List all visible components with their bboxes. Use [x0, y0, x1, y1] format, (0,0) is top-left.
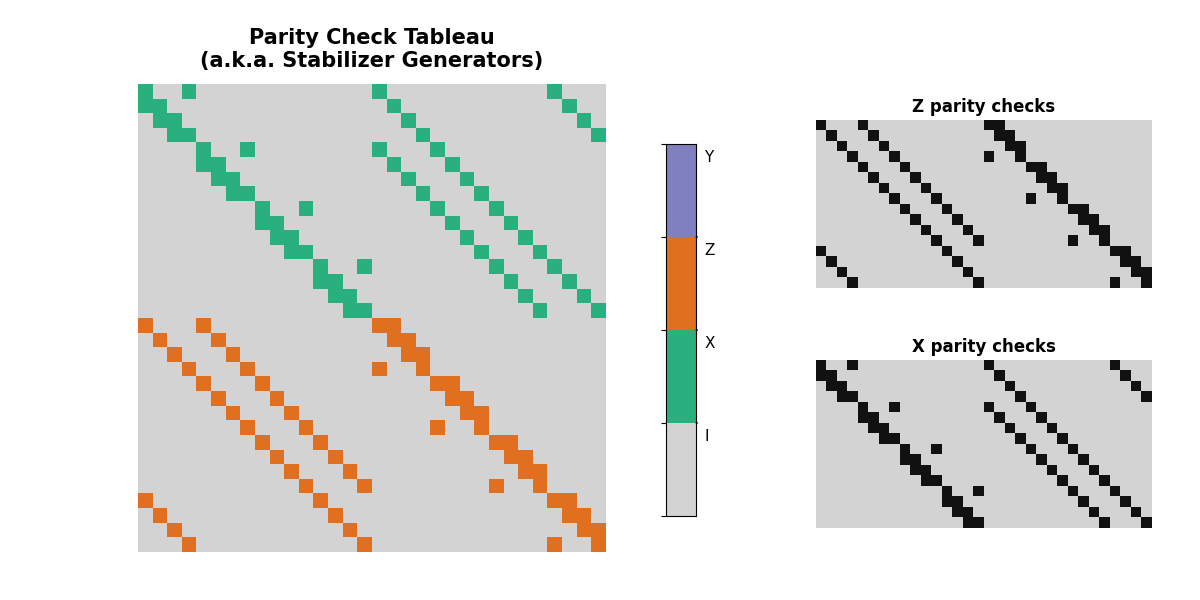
Bar: [666, 237, 696, 330]
Title: Z parity checks: Z parity checks: [912, 98, 1056, 116]
Text: Z: Z: [704, 244, 715, 259]
Text: Y: Y: [704, 151, 714, 166]
Title: Parity Check Tableau
(a.k.a. Stabilizer Generators): Parity Check Tableau (a.k.a. Stabilizer …: [200, 28, 544, 71]
Bar: [666, 144, 696, 237]
Text: X: X: [704, 337, 715, 352]
Bar: [666, 330, 696, 423]
Bar: [666, 423, 696, 516]
Text: I: I: [704, 430, 709, 445]
Title: X parity checks: X parity checks: [912, 338, 1056, 356]
